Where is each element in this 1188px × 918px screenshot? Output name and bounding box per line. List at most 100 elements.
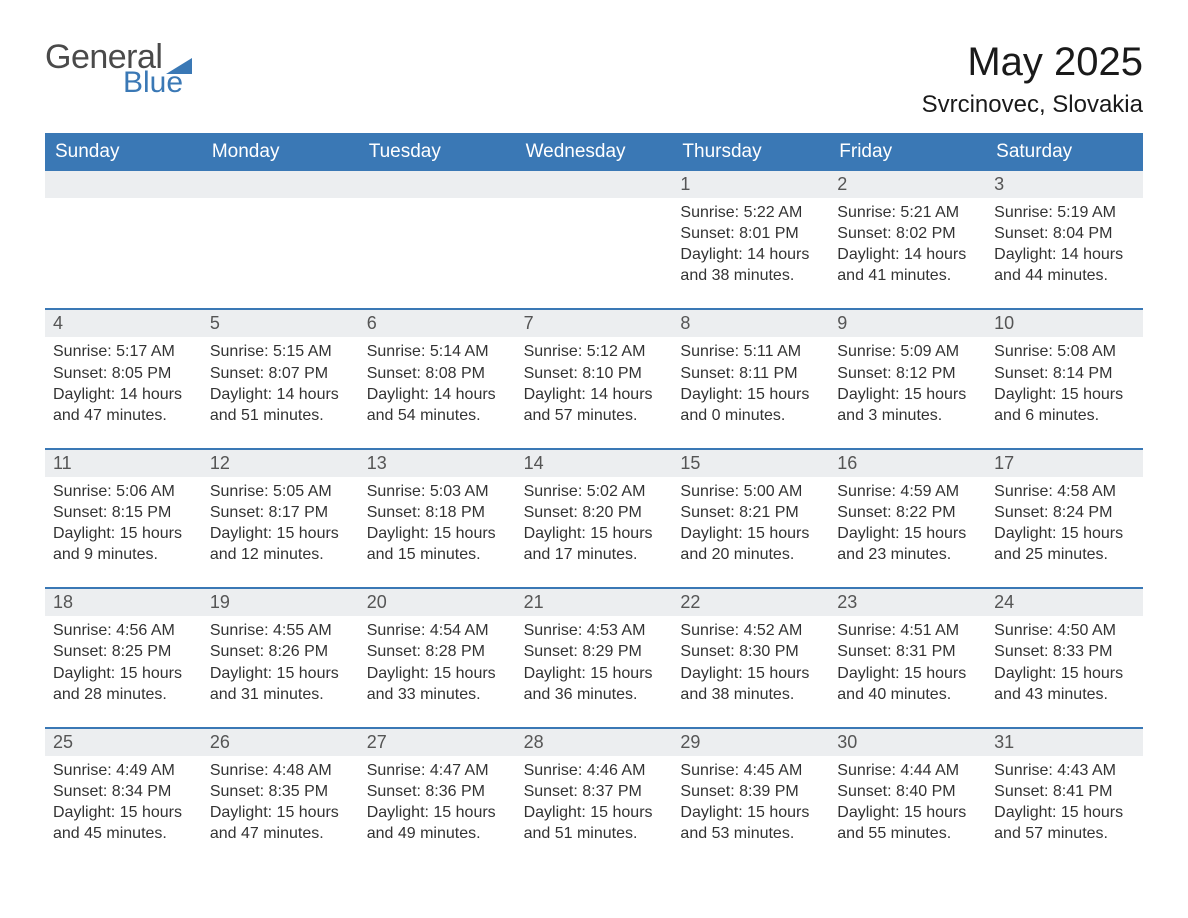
sunset-text: Sunset: 8:31 PM: [837, 641, 978, 662]
daylight-text: Daylight: 14 hours and 44 minutes.: [994, 244, 1135, 286]
day-number: 1: [680, 174, 690, 194]
sunrise-text: Sunrise: 4:53 AM: [524, 620, 665, 641]
sunrise-text: Sunrise: 5:19 AM: [994, 202, 1135, 223]
daylight-text: Daylight: 15 hours and 36 minutes.: [524, 663, 665, 705]
day-number: 15: [680, 453, 700, 473]
daynum-row: [45, 171, 202, 198]
daylight-text: Daylight: 15 hours and 3 minutes.: [837, 384, 978, 426]
calendar-week: 25Sunrise: 4:49 AMSunset: 8:34 PMDayligh…: [45, 727, 1143, 850]
day-number: 29: [680, 732, 700, 752]
daynum-row: 7: [516, 310, 673, 337]
daylight-text: Daylight: 15 hours and 9 minutes.: [53, 523, 194, 565]
day-header: Saturday: [986, 133, 1143, 171]
sunrise-text: Sunrise: 4:59 AM: [837, 481, 978, 502]
day-number: 27: [367, 732, 387, 752]
sunset-text: Sunset: 8:36 PM: [367, 781, 508, 802]
calendar-cell: 20Sunrise: 4:54 AMSunset: 8:28 PMDayligh…: [359, 589, 516, 710]
day-number: 14: [524, 453, 544, 473]
sunrise-text: Sunrise: 4:43 AM: [994, 760, 1135, 781]
day-header: Sunday: [45, 133, 202, 171]
calendar-cell: 7Sunrise: 5:12 AMSunset: 8:10 PMDaylight…: [516, 310, 673, 431]
daynum-row: 2: [829, 171, 986, 198]
sunset-text: Sunset: 8:14 PM: [994, 363, 1135, 384]
day-number: 17: [994, 453, 1014, 473]
daylight-text: Daylight: 14 hours and 41 minutes.: [837, 244, 978, 286]
calendar-cell: 15Sunrise: 5:00 AMSunset: 8:21 PMDayligh…: [672, 450, 829, 571]
calendar-cell: [202, 171, 359, 292]
calendar-week: 1Sunrise: 5:22 AMSunset: 8:01 PMDaylight…: [45, 171, 1143, 292]
calendar-cell: 31Sunrise: 4:43 AMSunset: 8:41 PMDayligh…: [986, 729, 1143, 850]
daylight-text: Daylight: 14 hours and 51 minutes.: [210, 384, 351, 426]
daynum-row: 19: [202, 589, 359, 616]
sunrise-text: Sunrise: 5:15 AM: [210, 341, 351, 362]
calendar-cell: 4Sunrise: 5:17 AMSunset: 8:05 PMDaylight…: [45, 310, 202, 431]
sunset-text: Sunset: 8:41 PM: [994, 781, 1135, 802]
sunset-text: Sunset: 8:25 PM: [53, 641, 194, 662]
day-number: 10: [994, 313, 1014, 333]
sunset-text: Sunset: 8:26 PM: [210, 641, 351, 662]
calendar-cell: 6Sunrise: 5:14 AMSunset: 8:08 PMDaylight…: [359, 310, 516, 431]
daylight-text: Daylight: 15 hours and 47 minutes.: [210, 802, 351, 844]
calendar-cell: [516, 171, 673, 292]
calendar-cell: [45, 171, 202, 292]
daylight-text: Daylight: 14 hours and 47 minutes.: [53, 384, 194, 426]
sunrise-text: Sunrise: 5:00 AM: [680, 481, 821, 502]
sunset-text: Sunset: 8:04 PM: [994, 223, 1135, 244]
daynum-row: 18: [45, 589, 202, 616]
sunset-text: Sunset: 8:39 PM: [680, 781, 821, 802]
daynum-row: [516, 171, 673, 198]
daylight-text: Daylight: 15 hours and 49 minutes.: [367, 802, 508, 844]
sunset-text: Sunset: 8:11 PM: [680, 363, 821, 384]
daylight-text: Daylight: 15 hours and 53 minutes.: [680, 802, 821, 844]
daylight-text: Daylight: 15 hours and 0 minutes.: [680, 384, 821, 426]
day-number: 24: [994, 592, 1014, 612]
sunset-text: Sunset: 8:15 PM: [53, 502, 194, 523]
daynum-row: 10: [986, 310, 1143, 337]
daynum-row: 23: [829, 589, 986, 616]
sunset-text: Sunset: 8:30 PM: [680, 641, 821, 662]
sunrise-text: Sunrise: 4:55 AM: [210, 620, 351, 641]
sunset-text: Sunset: 8:05 PM: [53, 363, 194, 384]
day-header: Tuesday: [359, 133, 516, 171]
sunset-text: Sunset: 8:17 PM: [210, 502, 351, 523]
daylight-text: Daylight: 15 hours and 38 minutes.: [680, 663, 821, 705]
day-number: 30: [837, 732, 857, 752]
day-number: 6: [367, 313, 377, 333]
daylight-text: Daylight: 15 hours and 55 minutes.: [837, 802, 978, 844]
sunset-text: Sunset: 8:12 PM: [837, 363, 978, 384]
sunset-text: Sunset: 8:35 PM: [210, 781, 351, 802]
daynum-row: 25: [45, 729, 202, 756]
sunrise-text: Sunrise: 4:49 AM: [53, 760, 194, 781]
calendar-cell: 9Sunrise: 5:09 AMSunset: 8:12 PMDaylight…: [829, 310, 986, 431]
calendar-cell: 27Sunrise: 4:47 AMSunset: 8:36 PMDayligh…: [359, 729, 516, 850]
sunset-text: Sunset: 8:40 PM: [837, 781, 978, 802]
daylight-text: Daylight: 15 hours and 40 minutes.: [837, 663, 978, 705]
sunset-text: Sunset: 8:21 PM: [680, 502, 821, 523]
calendar-cell: 22 Sunrise: 4:52 AMSunset: 8:30 PMDayligh…: [672, 589, 829, 710]
day-number: 23: [837, 592, 857, 612]
day-number: 25: [53, 732, 73, 752]
day-header: Thursday: [672, 133, 829, 171]
sunset-text: Sunset: 8:24 PM: [994, 502, 1135, 523]
day-number: 22: [680, 592, 700, 612]
day-number: 4: [53, 313, 63, 333]
day-number: 20: [367, 592, 387, 612]
daynum-row: 4: [45, 310, 202, 337]
day-header-row: Sunday Monday Tuesday Wednesday Thursday…: [45, 133, 1143, 171]
daynum-row: 31: [986, 729, 1143, 756]
page-title: May 2025: [922, 40, 1143, 85]
sunset-text: Sunset: 8:33 PM: [994, 641, 1135, 662]
daynum-row: 24: [986, 589, 1143, 616]
day-number: 28: [524, 732, 544, 752]
page-location: Svrcinovec, Slovakia: [922, 91, 1143, 119]
daynum-row: 3: [986, 171, 1143, 198]
calendar-cell: 29Sunrise: 4:45 AMSunset: 8:39 PMDayligh…: [672, 729, 829, 850]
day-number: 13: [367, 453, 387, 473]
daylight-text: Daylight: 14 hours and 38 minutes.: [680, 244, 821, 286]
calendar-cell: 8Sunrise: 5:11 AMSunset: 8:11 PMDaylight…: [672, 310, 829, 431]
day-header: Wednesday: [516, 133, 673, 171]
sunrise-text: Sunrise: 4:52 AM: [680, 620, 821, 641]
calendar-cell: 5Sunrise: 5:15 AMSunset: 8:07 PMDaylight…: [202, 310, 359, 431]
sunrise-text: Sunrise: 5:08 AM: [994, 341, 1135, 362]
sunset-text: Sunset: 8:07 PM: [210, 363, 351, 384]
